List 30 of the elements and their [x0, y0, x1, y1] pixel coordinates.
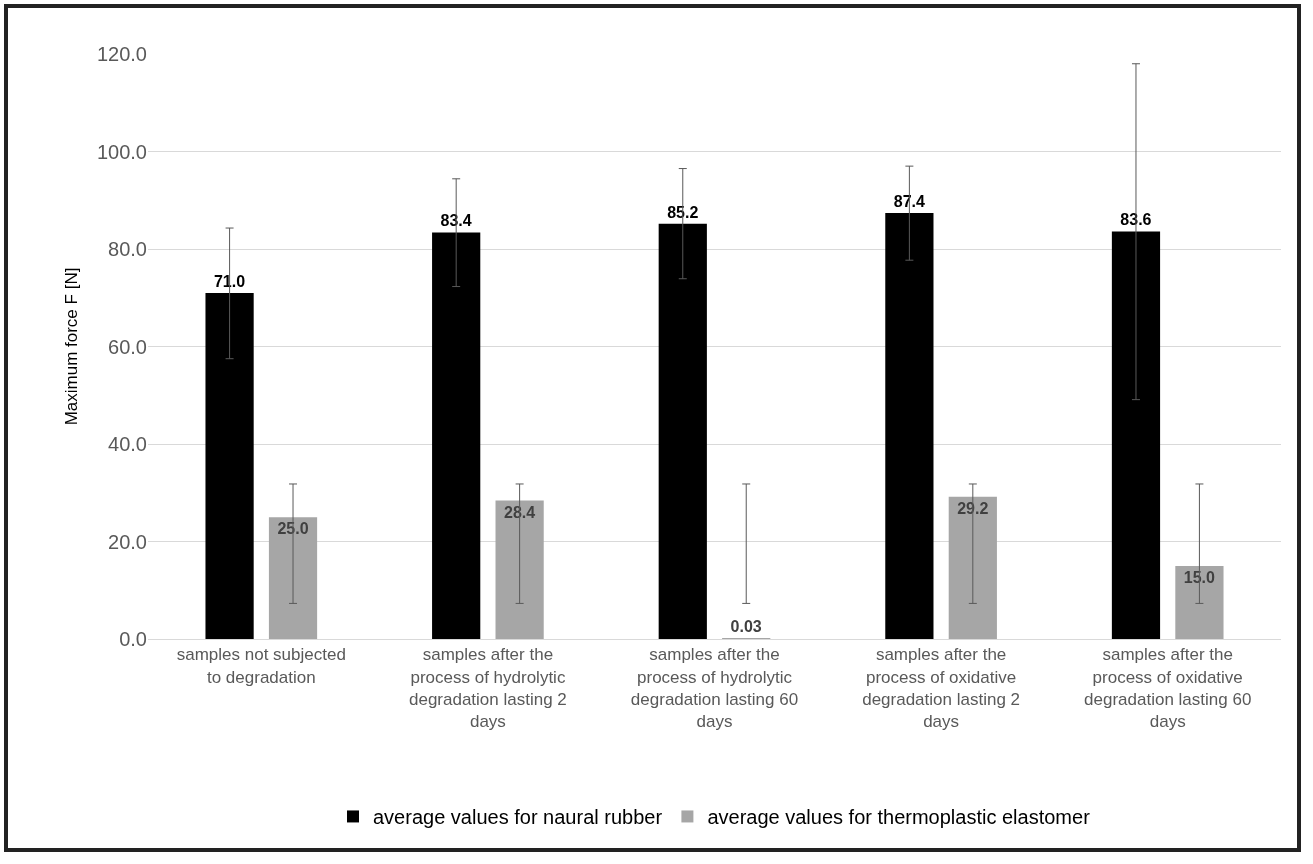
- bar: [268, 517, 318, 639]
- y-axis-title: Maximum force F [N]: [62, 267, 82, 426]
- data-label: 85.2: [667, 203, 699, 221]
- y-tick-label: 0.0: [119, 628, 147, 650]
- y-tick-label: 20.0: [108, 530, 147, 553]
- x-tick-label: samples after the process of oxidative degradation lasting 60 days: [1084, 645, 1252, 731]
- legend-label: average values for naural rubber: [373, 806, 663, 829]
- bar: [658, 223, 707, 639]
- data-label: 83.6: [1120, 211, 1152, 229]
- bar: [205, 292, 254, 639]
- bar: [885, 212, 934, 639]
- data-label: 29.2: [957, 499, 989, 517]
- legend-label: average values for thermoplastic elastomer: [707, 806, 1091, 829]
- y-tick-label: 60.0: [108, 335, 147, 358]
- bar: [432, 232, 481, 639]
- data-label: 25.0: [277, 520, 309, 538]
- data-label: 0.03: [730, 618, 762, 635]
- y-tick-label: 120.0: [96, 43, 147, 65]
- x-tick-label: samples after the process of oxidative degradation lasting 2 days: [862, 645, 1021, 731]
- y-tick-label: 80.0: [108, 238, 147, 260]
- bar: [1175, 565, 1224, 639]
- y-tick-label: 40.0: [108, 433, 147, 455]
- bar: [1111, 231, 1161, 639]
- bar: [948, 496, 997, 639]
- x-tick-label: samples not subjected to degradation: [176, 645, 346, 687]
- x-tick-label: samples after the process of hydrolytic degradation lasting 60 days: [630, 645, 799, 731]
- y-tick-label: 100.0: [96, 140, 147, 163]
- bar: [495, 500, 544, 639]
- data-label: 83.4: [440, 212, 472, 230]
- x-tick-label: samples after the process of hydrolytic degradation lasting 2 days: [408, 645, 567, 731]
